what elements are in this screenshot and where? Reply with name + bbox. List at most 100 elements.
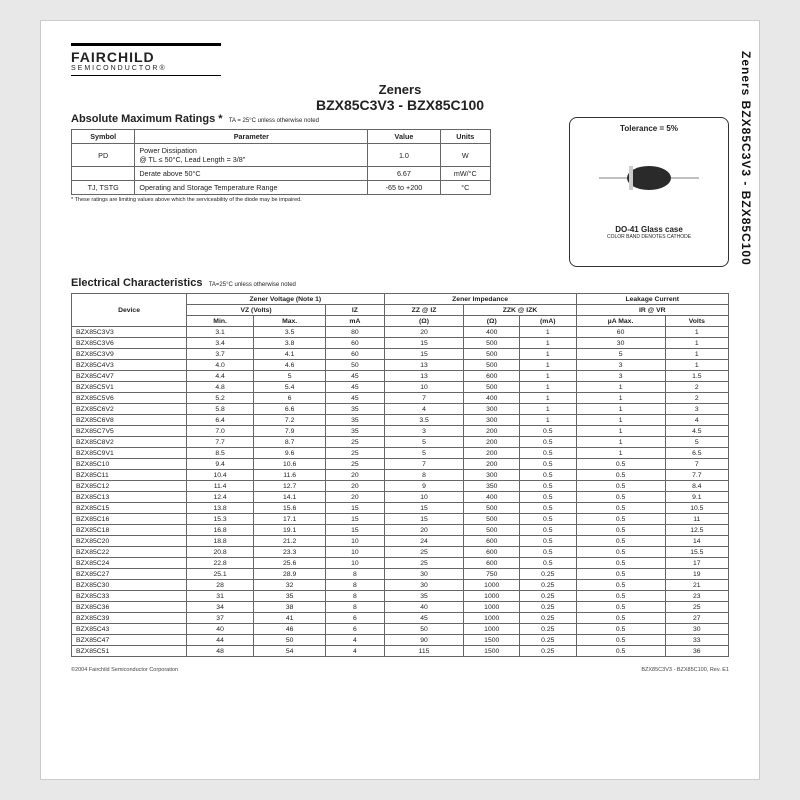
ec-cell: BZX85C8V2: [72, 437, 187, 448]
ec-cell: 7.7: [665, 470, 728, 481]
ec-cell: 0.5: [520, 481, 577, 492]
ec-cell: 0.5: [520, 536, 577, 547]
ec-row: BZX85C33313583510000.250.523: [72, 591, 729, 602]
ec-cell: 6.5: [665, 448, 728, 459]
ec-cell: 17.1: [254, 514, 326, 525]
ec-cell: 48: [187, 646, 254, 657]
ec-cell: 0.5: [576, 569, 665, 580]
ec-cell: 11: [665, 514, 728, 525]
amr-cell: °C: [440, 181, 490, 195]
ec-cell: 0.5: [576, 503, 665, 514]
ec-cell: 15: [384, 349, 464, 360]
ec-cell: 200: [464, 459, 520, 470]
ec-row: BZX85C6V25.86.6354300113: [72, 404, 729, 415]
ec-row: BZX85C4V34.04.65013500131: [72, 360, 729, 371]
ec-cell: 16.8: [187, 525, 254, 536]
ec-row: BZX85C39374164510000.250.527: [72, 613, 729, 624]
ec-cell: 8.7: [254, 437, 326, 448]
ec-cell: 35: [326, 415, 385, 426]
ec-cell: 4.0: [187, 360, 254, 371]
ec-cell: 0.5: [576, 602, 665, 613]
package-tolerance: Tolerance = 5%: [576, 124, 722, 133]
page-footer: ©2004 Fairchild Semiconductor Corporatio…: [71, 667, 729, 673]
ec-cell: 44: [187, 635, 254, 646]
ec-cell: 12.5: [665, 525, 728, 536]
ec-cell: 1: [576, 393, 665, 404]
ec-h-zv: Zener Voltage (Note 1): [187, 294, 385, 305]
ec-sh-vz: VZ (Volts): [187, 305, 326, 316]
ec-cell: 0.25: [520, 624, 577, 635]
ec-cell: 45: [326, 371, 385, 382]
amr-cell: TJ, TSTG: [72, 181, 135, 195]
ec-cell: 32: [254, 580, 326, 591]
amr-footnote: * These ratings are limiting values abov…: [71, 197, 491, 203]
ec-cell: 90: [384, 635, 464, 646]
package-name: DO-41 Glass case: [576, 225, 722, 234]
logo-main: FAIRCHILD: [71, 49, 221, 65]
ec-cell: 1: [576, 426, 665, 437]
ec-cell: BZX85C6V2: [72, 404, 187, 415]
amr-h-param: Parameter: [135, 130, 368, 144]
amr-cell: mW/°C: [440, 167, 490, 181]
ec-cell: 300: [464, 470, 520, 481]
ec-cell: 0.5: [520, 514, 577, 525]
ec-cell: 5: [254, 371, 326, 382]
amr-cell: Operating and Storage Temperature Range: [135, 181, 368, 195]
ec-cell: 38: [254, 602, 326, 613]
ec-cell: BZX85C11: [72, 470, 187, 481]
title-block: Zeners BZX85C3V3 - BZX85C100: [71, 82, 729, 113]
ec-cell: 46: [254, 624, 326, 635]
ec-row: BZX85C1211.412.72093500.50.58.4: [72, 481, 729, 492]
ec-cell: 7.9: [254, 426, 326, 437]
ec-cell: 0.5: [576, 646, 665, 657]
ec-cell: 4: [665, 415, 728, 426]
ec-cell: 11.4: [187, 481, 254, 492]
ec-cell: 1: [520, 360, 577, 371]
ec-cell: 40: [187, 624, 254, 635]
amr-heading: Absolute Maximum Ratings *: [71, 113, 223, 125]
ec-cell: 1: [665, 338, 728, 349]
ec-cell: 600: [464, 547, 520, 558]
amr-cell: [72, 167, 135, 181]
ec-cell: 19.1: [254, 525, 326, 536]
ec-cell: BZX85C7V5: [72, 426, 187, 437]
ec-h-device: Device: [72, 294, 187, 327]
ec-cell: 1: [665, 360, 728, 371]
ec-cell: 600: [464, 536, 520, 547]
ec-cell: 15: [326, 514, 385, 525]
ec-sh-iz: IZ: [326, 305, 385, 316]
ec-cell: 5: [384, 437, 464, 448]
ec-cell: 0.5: [576, 470, 665, 481]
ec-cell: 1: [665, 349, 728, 360]
amr-table: Symbol Parameter Value Units PDPower Dis…: [71, 129, 491, 195]
ec-cell: 9: [384, 481, 464, 492]
ec-cell: 0.5: [520, 503, 577, 514]
ec-cell: 45: [326, 382, 385, 393]
ec-cell: 30: [384, 580, 464, 591]
ec-cell: BZX85C13: [72, 492, 187, 503]
ec-cell: BZX85C4V7: [72, 371, 187, 382]
ec-cell: 200: [464, 448, 520, 459]
ec-cell: 3: [384, 426, 464, 437]
ec-cell: 1: [576, 415, 665, 426]
ec-cell: 8: [326, 591, 385, 602]
amr-cell: Power Dissipation @ TL ≤ 50°C, Lead Leng…: [135, 144, 368, 167]
ec-cell: 1: [576, 437, 665, 448]
ec-cell: 1.5: [665, 371, 728, 382]
ec-cell: 25: [326, 437, 385, 448]
ec-cell: 60: [326, 338, 385, 349]
ec-cell: 1500: [464, 646, 520, 657]
ec-row: BZX85C1110.411.62083000.50.57.7: [72, 470, 729, 481]
ec-cell: 35: [254, 591, 326, 602]
ec-cell: 21.2: [254, 536, 326, 547]
ec-cell: 34: [187, 602, 254, 613]
ec-cell: 0.5: [520, 448, 577, 459]
ec-sh-ir: IR @ VR: [576, 305, 728, 316]
ec-cell: 18.8: [187, 536, 254, 547]
ec-cell: 5: [384, 448, 464, 459]
ec-cell: 10.4: [187, 470, 254, 481]
ec-row: BZX85C7V57.07.93532000.514.5: [72, 426, 729, 437]
ec-cell: 6: [326, 613, 385, 624]
ec-row: BZX85C2725.128.98307500.250.519: [72, 569, 729, 580]
ec-row: BZX85C36343884010000.250.525: [72, 602, 729, 613]
